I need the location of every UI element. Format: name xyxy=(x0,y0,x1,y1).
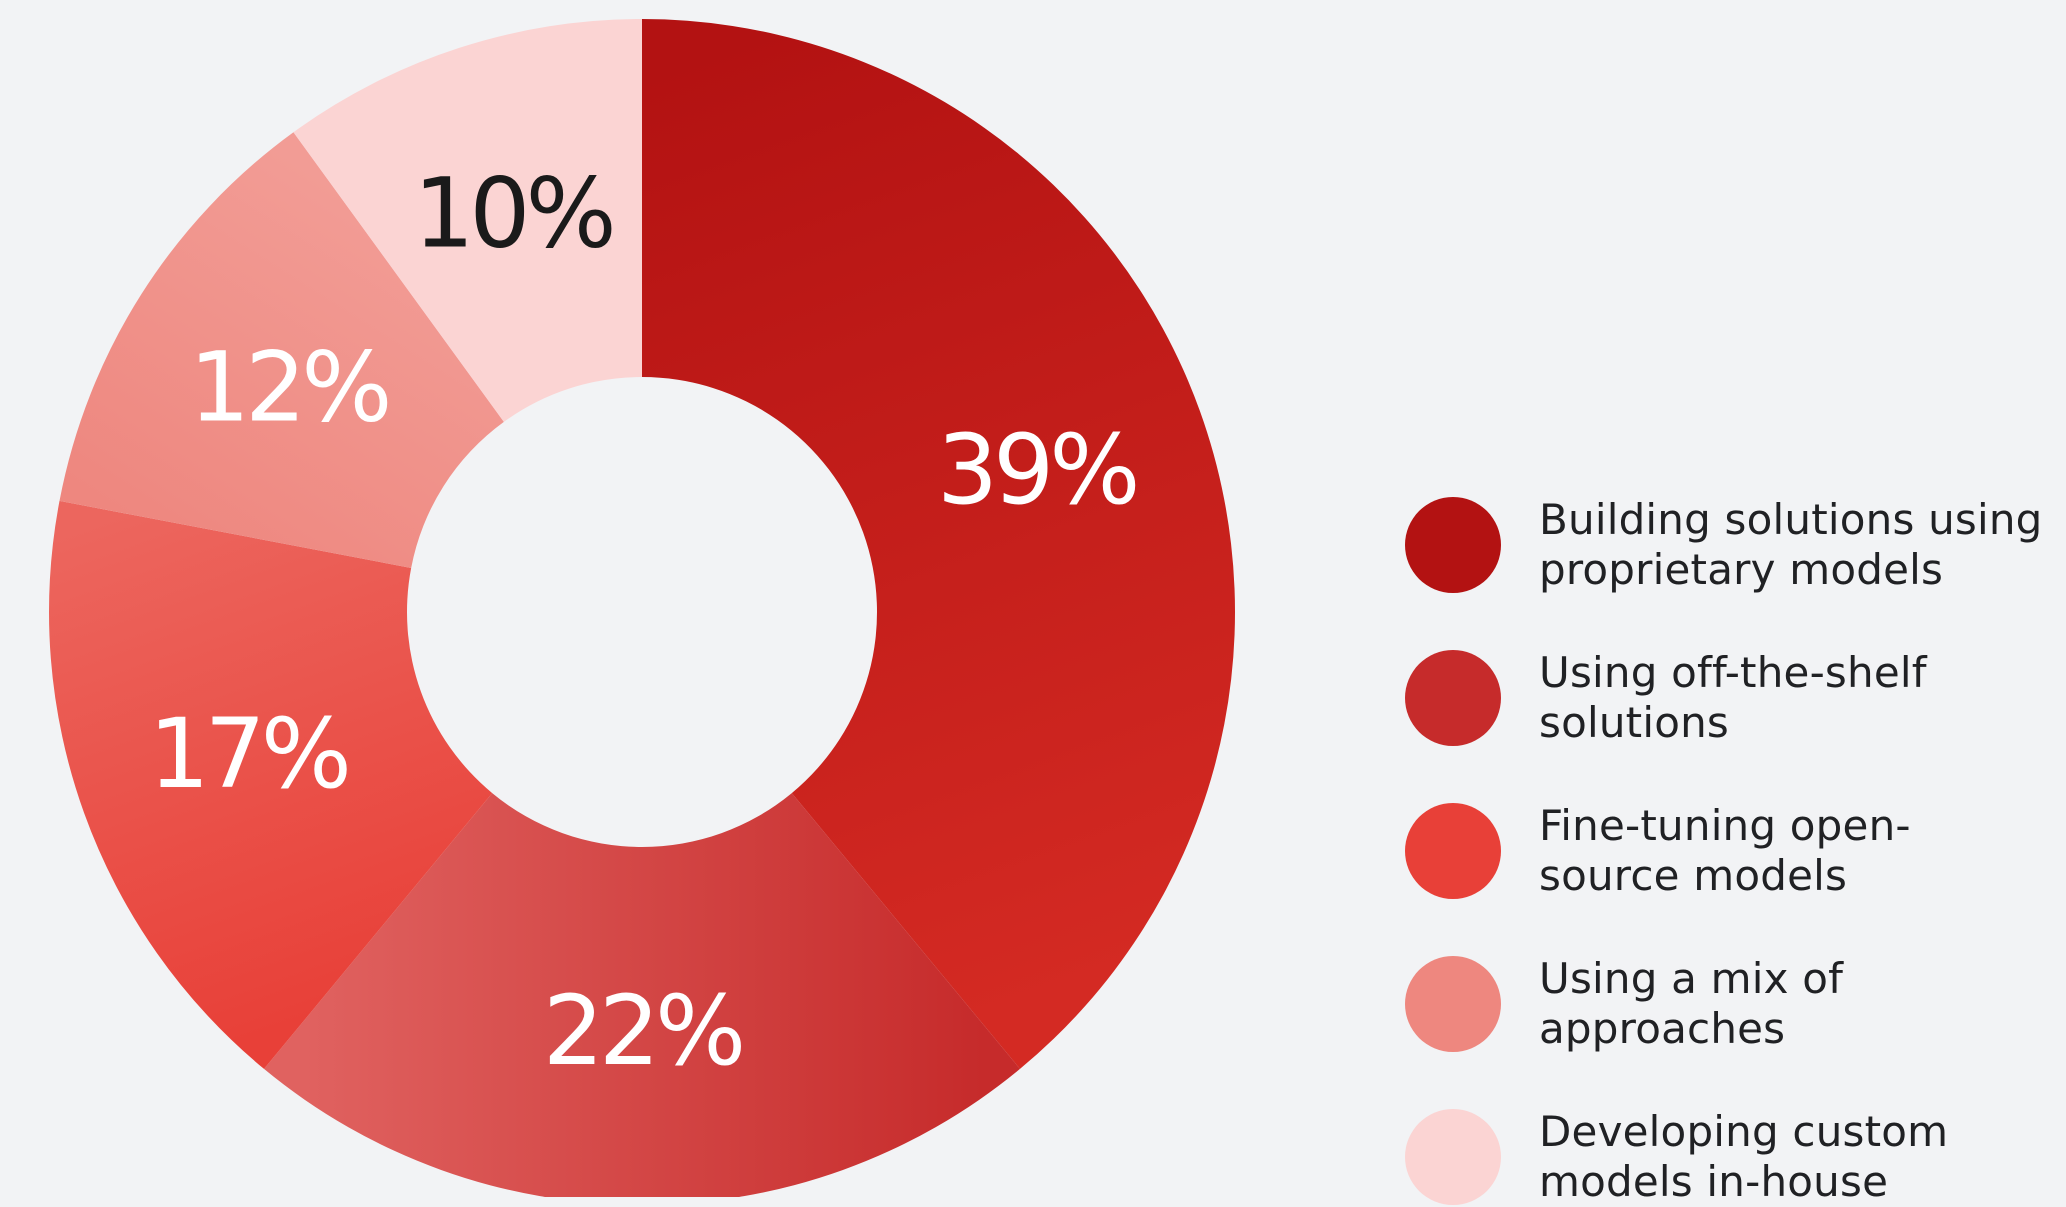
legend-item: Building solutions using proprietary mod… xyxy=(1405,495,2043,595)
slice-value-label: 10% xyxy=(413,158,611,270)
legend-item: Developing custom models in-house xyxy=(1405,1107,1948,1207)
legend-item: Fine-tuning open- source models xyxy=(1405,801,1911,901)
slice-value-label: 12% xyxy=(189,331,387,443)
slice-value-label: 39% xyxy=(937,414,1135,526)
slice-value-label: 17% xyxy=(149,698,347,810)
legend-swatch xyxy=(1405,956,1501,1052)
legend-label: Building solutions using proprietary mod… xyxy=(1539,495,2043,594)
slice-value-label: 22% xyxy=(543,975,741,1087)
legend-swatch xyxy=(1405,803,1501,899)
donut-slice xyxy=(293,19,642,422)
donut-slices xyxy=(48,19,1235,1197)
legend-label: Using off-the-shelf solutions xyxy=(1539,648,1927,747)
donut-slice xyxy=(642,19,1235,1069)
donut-slice xyxy=(48,500,493,1069)
donut-slice xyxy=(264,793,1020,1197)
legend-swatch xyxy=(1405,1109,1501,1205)
legend-item: Using a mix of approaches xyxy=(1405,954,1843,1054)
legend-swatch xyxy=(1405,650,1501,746)
slice-labels: 39% 22% 17% 12%10% xyxy=(149,158,1141,1087)
legend-label: Using a mix of approaches xyxy=(1539,954,1844,1053)
donut-slice xyxy=(59,132,504,568)
legend-item: Using off-the-shelf solutions xyxy=(1405,648,1927,748)
legend-label: Developing custom models in-house xyxy=(1539,1107,1949,1206)
legend-label: Fine-tuning open- source models xyxy=(1539,801,1911,900)
legend-swatch xyxy=(1405,497,1501,593)
